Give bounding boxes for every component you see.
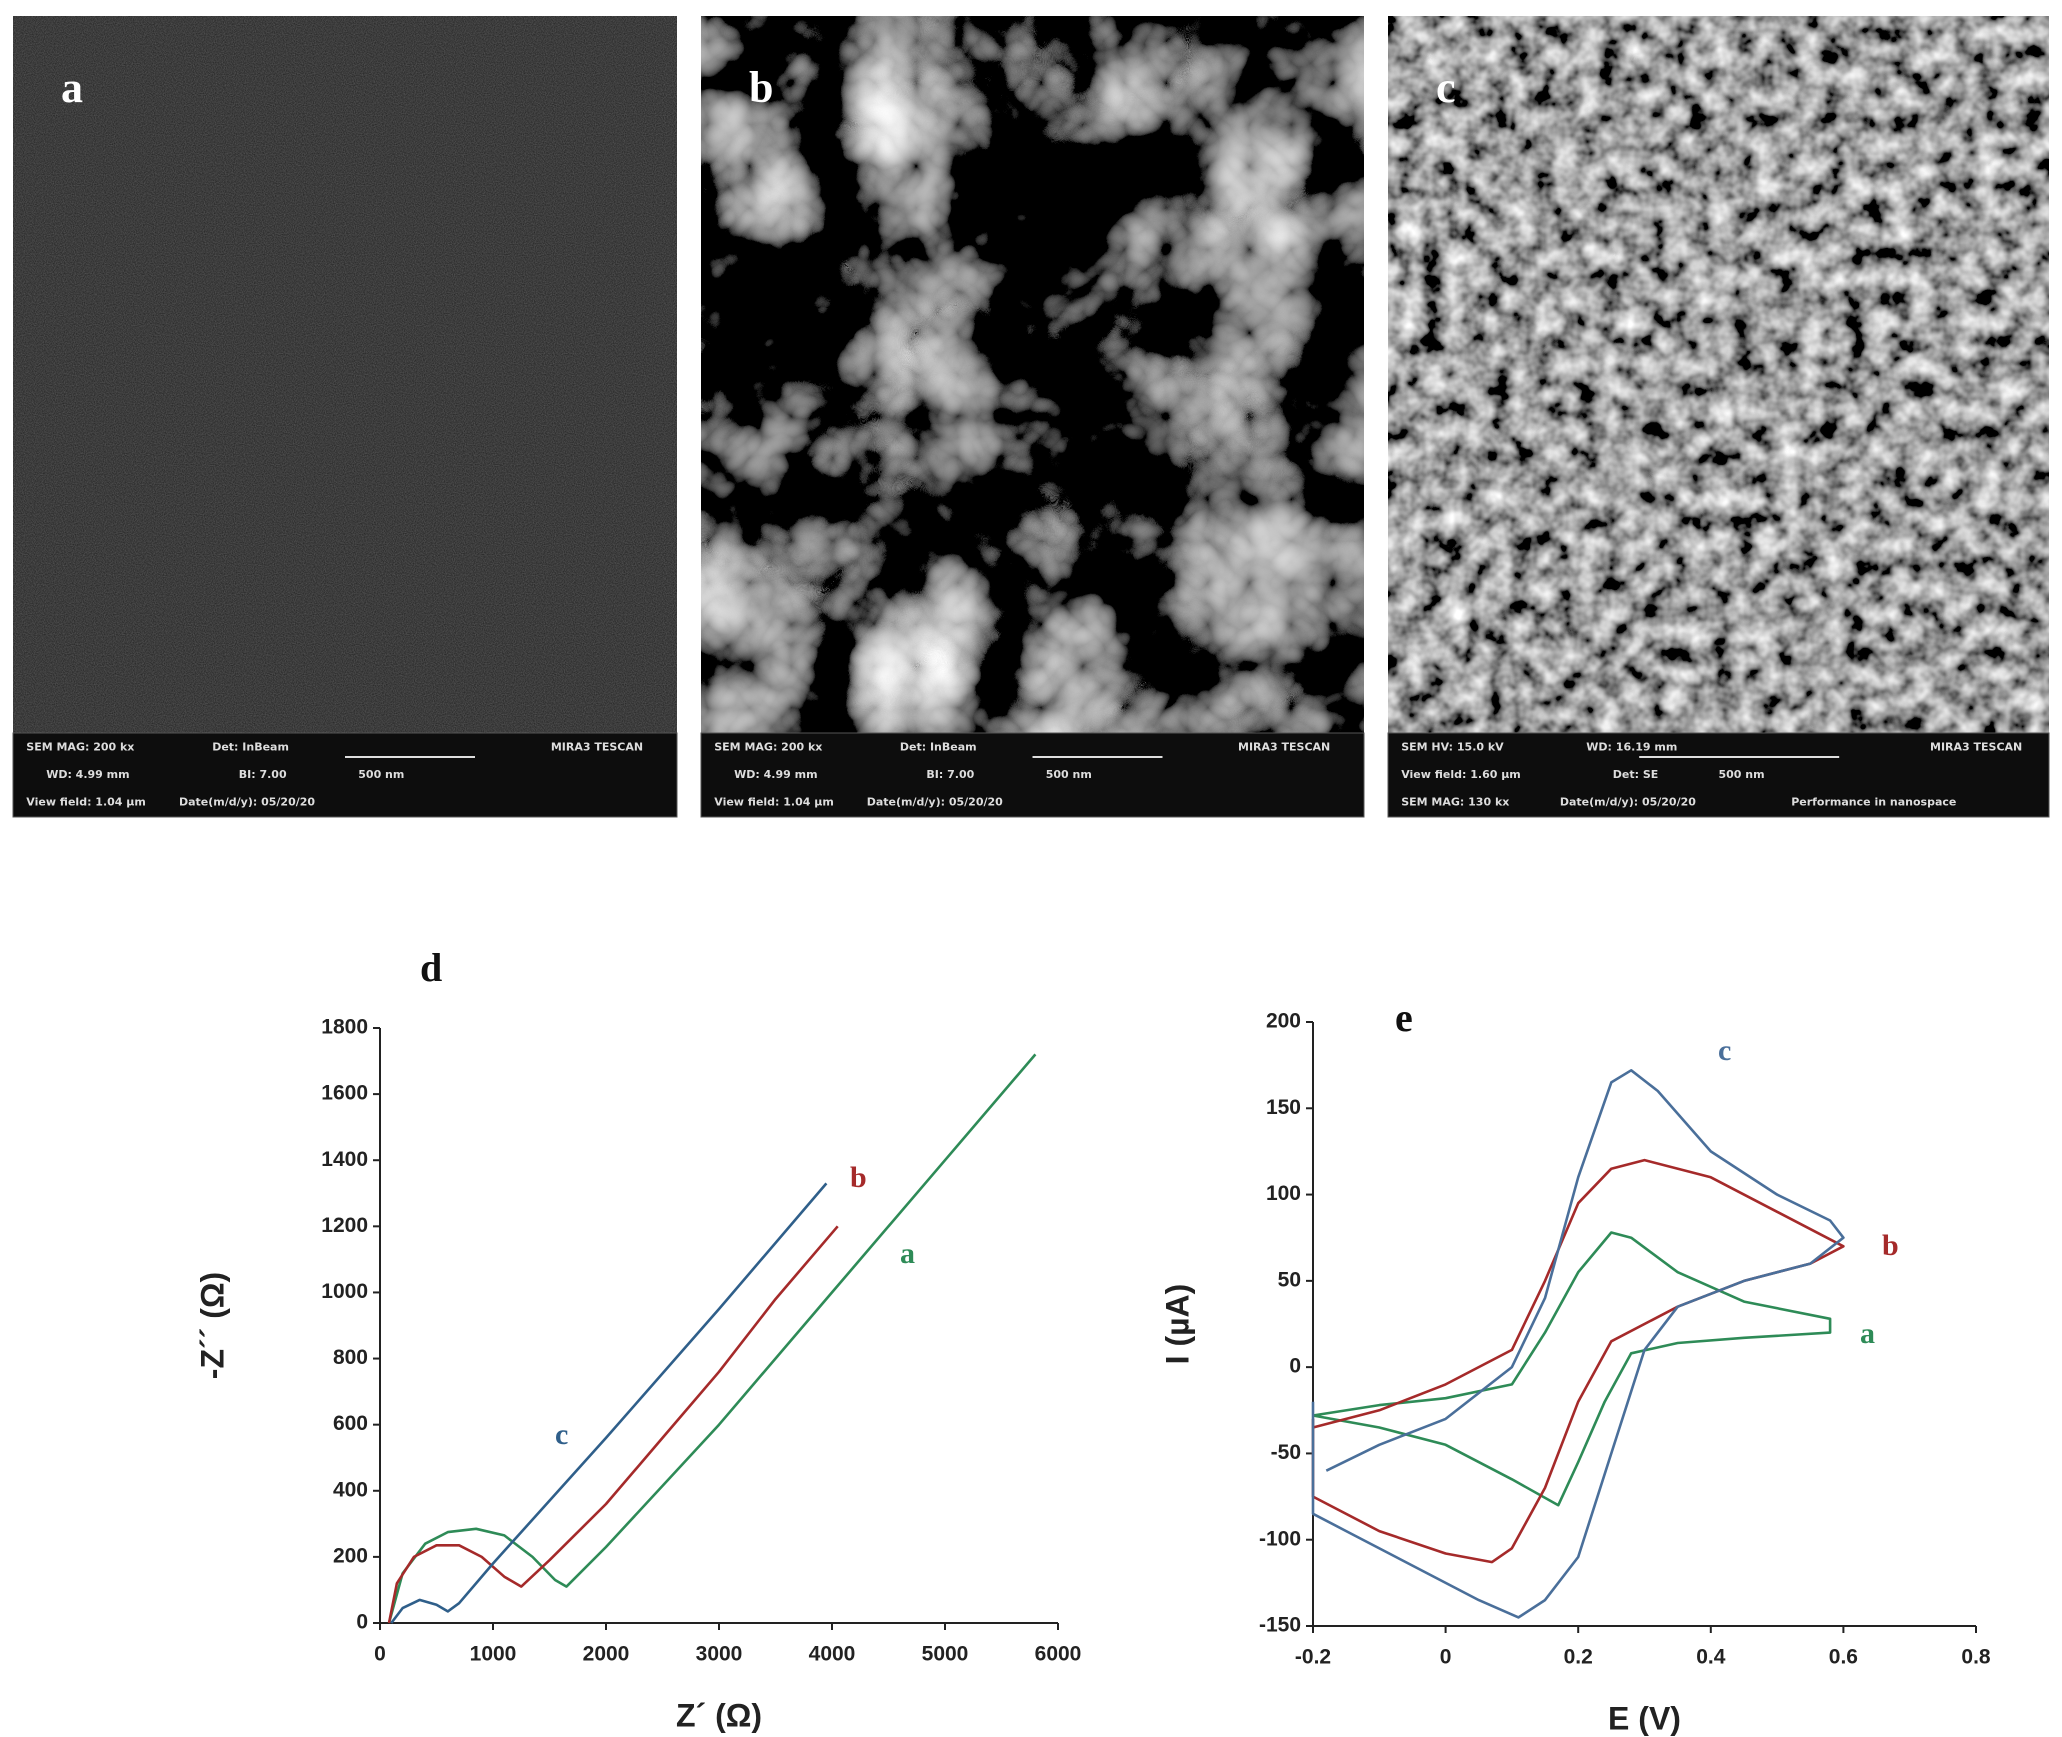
sem-info-text: WD: 4.99 mm xyxy=(734,768,817,781)
y-tick-label: 150 xyxy=(1266,1096,1301,1119)
sem-info-text: SEM MAG: 130 kx xyxy=(1401,796,1509,809)
x-tick-label: 4000 xyxy=(809,1643,856,1666)
y-tick-label: 200 xyxy=(1266,1010,1301,1033)
sem-info-text: View field: 1.60 µm xyxy=(1401,768,1521,781)
sem-info-text: BI: 7.00 xyxy=(926,768,974,781)
sem-info-text: Date(m/d/y): 05/20/20 xyxy=(179,796,315,809)
x-axis-title: E (V) xyxy=(1608,1700,1681,1736)
series-label: c xyxy=(1718,1034,1731,1067)
series-line xyxy=(1311,1158,1845,1564)
sem-info-text: SEM MAG: 200 kx xyxy=(714,740,822,753)
y-tick-label: 600 xyxy=(333,1412,368,1435)
sem-info-text: MIRA3 TESCAN xyxy=(1930,740,2022,753)
x-tick-label: 0 xyxy=(1440,1646,1452,1669)
sem-info-text: Performance in nanospace xyxy=(1791,796,1956,809)
chart-title: d xyxy=(420,945,442,990)
x-tick-label: 3000 xyxy=(696,1643,743,1666)
y-tick-label: 100 xyxy=(1266,1182,1301,1205)
y-tick-label: 1200 xyxy=(321,1214,368,1237)
x-tick-label: 1000 xyxy=(470,1643,517,1666)
y-tick-label: 1800 xyxy=(321,1016,368,1039)
x-tick-label: 0.8 xyxy=(1961,1646,1991,1669)
sem-info-text: MIRA3 TESCAN xyxy=(1238,740,1330,753)
y-tick-label: 800 xyxy=(333,1346,368,1369)
x-tick-label: 2000 xyxy=(583,1643,630,1666)
x-tick-label: 0 xyxy=(374,1643,386,1666)
y-tick-label: 50 xyxy=(1278,1268,1301,1291)
sem-info-text: Date(m/d/y): 05/20/20 xyxy=(1560,796,1696,809)
x-tick-label: 0.2 xyxy=(1564,1646,1593,1669)
sem-info-text: 500 nm xyxy=(1719,768,1765,781)
series-label: a xyxy=(1860,1317,1875,1350)
y-tick-label: 1000 xyxy=(321,1280,368,1303)
x-tick-label: 0.6 xyxy=(1829,1646,1858,1669)
sem-info-text: 500 nm xyxy=(1046,768,1092,781)
x-axis-title: Z´ (Ω) xyxy=(676,1697,762,1733)
panel-label: b xyxy=(749,63,773,112)
y-axis-title: I (µA) xyxy=(1159,1284,1195,1365)
y-tick-label: 0 xyxy=(356,1611,368,1634)
sem-info-text: SEM MAG: 200 kx xyxy=(26,740,134,753)
y-tick-label: 400 xyxy=(333,1478,368,1501)
sem-info-bar xyxy=(1387,732,2050,818)
chart-title: e xyxy=(1395,995,1413,1040)
y-axis-title: -Z´´ (Ω) xyxy=(194,1272,230,1379)
sem-info-text: BI: 7.00 xyxy=(239,768,287,781)
sem-info-text: WD: 16.19 mm xyxy=(1586,740,1677,753)
y-tick-label: 0 xyxy=(1289,1355,1301,1378)
sem-info-text: Det: SE xyxy=(1613,768,1659,781)
sem-info-text: View field: 1.04 µm xyxy=(26,796,146,809)
sem-info-text: MIRA3 TESCAN xyxy=(551,740,643,753)
series-label: b xyxy=(1882,1229,1899,1262)
y-tick-label: -150 xyxy=(1259,1614,1301,1637)
series-line xyxy=(1311,1069,1845,1619)
sem-texture xyxy=(1388,16,2049,733)
x-tick-label: 6000 xyxy=(1035,1643,1082,1666)
series-label: a xyxy=(900,1237,915,1270)
y-tick-label: 200 xyxy=(333,1544,368,1567)
sem-info-text: Date(m/d/y): 05/20/20 xyxy=(867,796,1003,809)
panel-label: a xyxy=(61,63,83,112)
series-label: c xyxy=(555,1418,568,1451)
sem-info-bar xyxy=(12,732,678,818)
y-tick-label: 1600 xyxy=(321,1082,368,1105)
sem-info-text: 500 nm xyxy=(358,768,404,781)
y-tick-label: -100 xyxy=(1259,1527,1301,1550)
series-line xyxy=(387,1225,839,1624)
sem-info-text: WD: 4.99 mm xyxy=(46,768,129,781)
sem-texture xyxy=(701,16,1364,733)
x-tick-label: 0.4 xyxy=(1696,1646,1726,1669)
sem-info-text: Det: InBeam xyxy=(900,740,977,753)
series-line xyxy=(1312,1231,1832,1507)
y-tick-label: 1400 xyxy=(321,1148,368,1171)
series-line xyxy=(387,1053,1037,1624)
panel-label: c xyxy=(1436,63,1456,112)
x-tick-label: -0.2 xyxy=(1295,1646,1331,1669)
sem-info-bar xyxy=(700,732,1365,818)
series-label: b xyxy=(850,1161,867,1194)
sem-info-text: SEM HV: 15.0 kV xyxy=(1401,740,1504,753)
sem-info-text: View field: 1.04 µm xyxy=(714,796,834,809)
sem-info-text: Det: InBeam xyxy=(212,740,289,753)
series-line xyxy=(390,1182,828,1624)
x-tick-label: 5000 xyxy=(922,1643,969,1666)
sem-texture xyxy=(13,16,677,733)
y-tick-label: -50 xyxy=(1271,1441,1301,1464)
